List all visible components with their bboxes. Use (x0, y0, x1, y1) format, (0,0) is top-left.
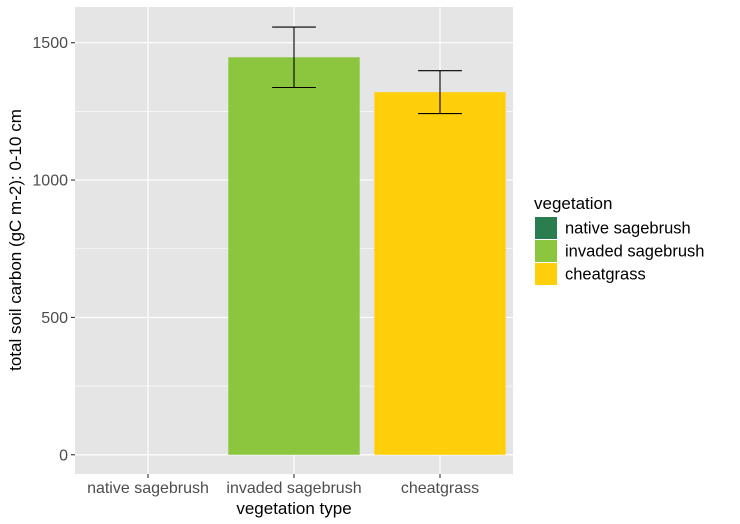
legend-title: vegetation (534, 194, 612, 213)
y-tick-label: 500 (41, 310, 68, 327)
bar (374, 92, 506, 455)
legend-label: invaded sagebrush (565, 243, 704, 261)
bar (228, 57, 360, 455)
x-tick-label: native sagebrush (87, 480, 209, 497)
legend: vegetation native sagebrush invaded sageb… (534, 194, 704, 285)
y-tick-label: 1000 (32, 173, 68, 190)
error-bars (272, 26, 462, 115)
x-axis: native sagebrush invaded sagebrush cheatgr… (87, 474, 479, 497)
error-bar (418, 70, 462, 115)
y-axis: 0 500 1000 1500 (32, 35, 75, 464)
x-tick-label: cheatgrass (401, 480, 479, 497)
error-bar (272, 26, 316, 89)
legend-key (535, 240, 557, 262)
legend-item: cheatgrass (535, 263, 646, 285)
bars (228, 57, 506, 455)
y-tick-label: 1500 (32, 35, 68, 52)
y-tick-label: 0 (59, 447, 68, 464)
legend-key (535, 263, 557, 285)
legend-item: native sagebrush (535, 217, 691, 239)
x-axis-title: vegetation type (236, 499, 351, 518)
legend-item: invaded sagebrush (535, 240, 704, 262)
x-tick-label: invaded sagebrush (226, 480, 361, 497)
legend-label: cheatgrass (565, 266, 646, 284)
legend-label: native sagebrush (565, 220, 691, 238)
y-axis-title: total soil carbon (gC m-2): 0-10 cm (6, 109, 25, 371)
legend-key (535, 217, 557, 239)
